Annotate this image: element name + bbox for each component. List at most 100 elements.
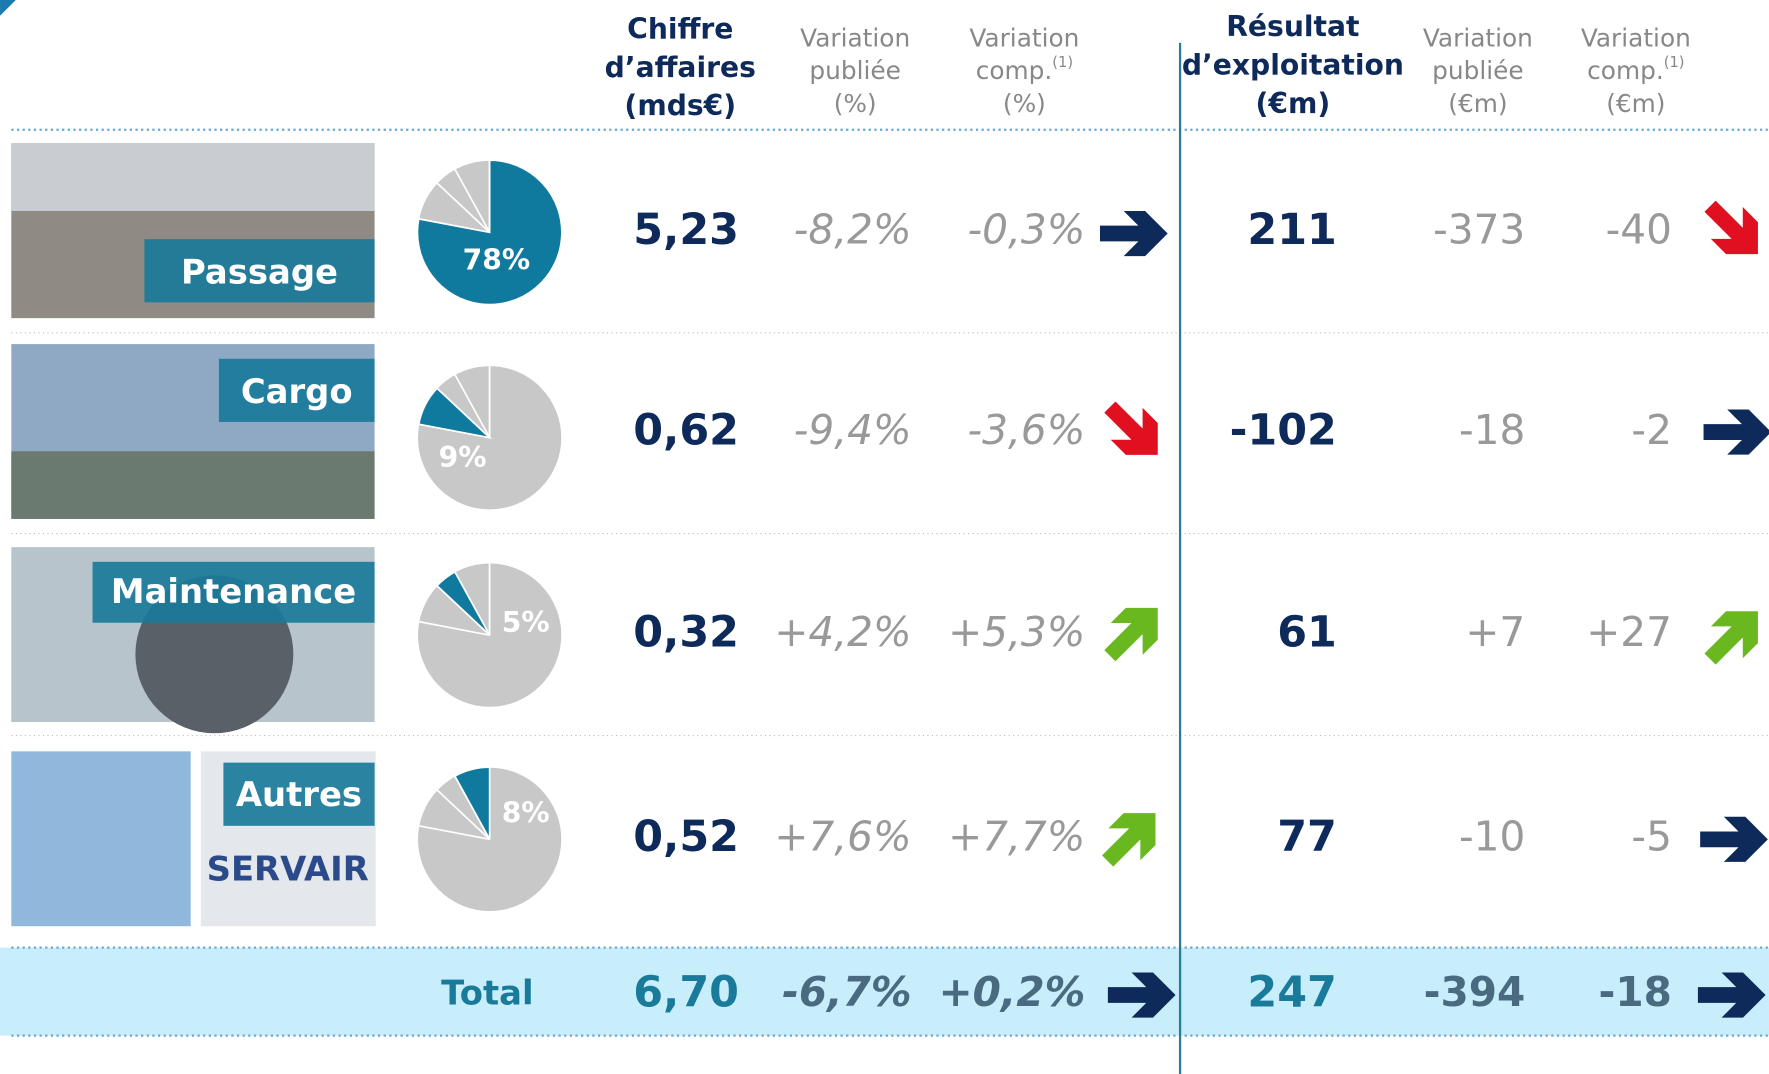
pie-divider bbox=[418, 620, 490, 636]
pie-wedge bbox=[416, 159, 563, 306]
cell-value: 5,23 bbox=[633, 205, 739, 255]
cell-value: 61 bbox=[1277, 608, 1337, 658]
cell-value: -102 bbox=[1230, 406, 1337, 456]
header-text: Variation bbox=[1423, 23, 1533, 52]
share-label: 9% bbox=[439, 441, 487, 474]
corner bbox=[0, 0, 16, 16]
pie-divider bbox=[436, 789, 491, 840]
arrow bbox=[1694, 190, 1769, 271]
header-line: comp. bbox=[1587, 56, 1664, 85]
header-line: d’exploitation bbox=[1182, 49, 1404, 82]
header-text: publiée bbox=[809, 56, 901, 85]
segment-name: Autres bbox=[236, 775, 362, 814]
pie-divider bbox=[454, 168, 491, 233]
cell-value: -3,6% bbox=[967, 406, 1085, 454]
arrow bbox=[1093, 591, 1174, 672]
cell-value: -10 bbox=[1459, 812, 1525, 860]
cell-value: +5,3% bbox=[948, 608, 1085, 656]
header-text: comp.(1) bbox=[1587, 54, 1684, 85]
pie-wedge bbox=[453, 766, 491, 840]
header-line: Variation bbox=[969, 23, 1079, 52]
cell-value: -18 bbox=[1459, 406, 1525, 454]
header-line: Chiffre bbox=[627, 12, 733, 45]
arrow bbox=[1093, 391, 1174, 471]
share-label: 78% bbox=[463, 244, 530, 277]
header-text: d’affaires bbox=[605, 51, 756, 84]
cell-value: -9,4% bbox=[794, 406, 912, 454]
cell-value: 211 bbox=[1247, 205, 1336, 255]
name-tag bbox=[92, 561, 375, 623]
arrow bbox=[1091, 797, 1172, 877]
cell-value: +0,2% bbox=[939, 968, 1086, 1016]
arrow bbox=[1700, 816, 1768, 862]
total-name: Total bbox=[441, 974, 533, 1013]
header-text: (mds€) bbox=[624, 89, 736, 122]
photo-text: SERVAIR bbox=[207, 849, 369, 888]
cell-value: -18 bbox=[1599, 968, 1672, 1016]
header-text: Variation bbox=[1581, 23, 1691, 52]
cell-value: -40 bbox=[1606, 205, 1672, 253]
cell-value: +7,7% bbox=[948, 812, 1085, 860]
header-text: publiée bbox=[1432, 56, 1524, 85]
header-text: Résultat bbox=[1226, 10, 1359, 43]
footnote-mark: (1) bbox=[1664, 54, 1685, 71]
header-line: Résultat bbox=[1226, 10, 1359, 43]
cell-value: 0,62 bbox=[633, 406, 739, 456]
cell-value: -6,7% bbox=[782, 968, 911, 1016]
header-line: (€m) bbox=[1256, 87, 1331, 120]
header-text: Chiffre bbox=[627, 12, 733, 45]
header-unit: (€m) bbox=[1448, 89, 1507, 118]
header-unit: (%) bbox=[834, 89, 877, 118]
header-line: Variation bbox=[1423, 23, 1533, 52]
header-text: d’exploitation bbox=[1182, 49, 1404, 82]
segment-name: Passage bbox=[181, 253, 338, 292]
header-text: Variation bbox=[800, 23, 910, 52]
cell-value: 0,32 bbox=[633, 608, 739, 658]
cell-value: 0,52 bbox=[633, 812, 739, 862]
footnote-mark: (1) bbox=[1052, 54, 1073, 71]
segment-name: Cargo bbox=[241, 372, 353, 411]
total-band bbox=[0, 947, 1769, 1036]
cell-value: -394 bbox=[1424, 968, 1526, 1016]
name-tag bbox=[223, 762, 375, 826]
cell-value: +7,6% bbox=[774, 812, 911, 860]
header-line: Variation bbox=[800, 23, 910, 52]
cell-value: -5 bbox=[1631, 812, 1672, 860]
cell-value: -0,3% bbox=[967, 205, 1085, 253]
arrow bbox=[1099, 210, 1168, 257]
cell-value: -8,2% bbox=[794, 205, 912, 253]
header-line: Variation bbox=[1581, 23, 1691, 52]
pie-divider bbox=[454, 374, 491, 439]
cell-value: 77 bbox=[1277, 812, 1337, 862]
share-label: 8% bbox=[502, 797, 550, 830]
photo bbox=[11, 143, 375, 211]
name-tag bbox=[144, 239, 375, 303]
photo bbox=[11, 751, 191, 927]
cell-value: 247 bbox=[1247, 968, 1336, 1018]
cell-value: +7 bbox=[1465, 608, 1525, 656]
arrow bbox=[1703, 409, 1769, 455]
pie-wedge bbox=[435, 570, 491, 636]
pie-wedge bbox=[417, 387, 493, 440]
photo bbox=[11, 451, 375, 519]
header-text: (€m) bbox=[1256, 87, 1331, 120]
header-line: publiée bbox=[809, 56, 901, 85]
header-unit: (€m) bbox=[1606, 89, 1665, 118]
header-text: comp.(1) bbox=[976, 54, 1073, 85]
cell-value: +27 bbox=[1586, 608, 1672, 656]
header-line: d’affaires bbox=[605, 51, 756, 84]
cell-value: -373 bbox=[1433, 205, 1525, 253]
share-label: 5% bbox=[502, 606, 550, 639]
segment-name: Maintenance bbox=[111, 572, 356, 611]
name-tag bbox=[218, 358, 375, 422]
cell-value: +4,2% bbox=[774, 608, 911, 656]
pie-divider bbox=[436, 182, 491, 234]
pie-divider bbox=[418, 824, 490, 841]
header-unit: (%) bbox=[1003, 89, 1046, 118]
arrow bbox=[1694, 595, 1769, 676]
arrows bbox=[1091, 190, 1769, 1018]
header-line: publiée bbox=[1432, 56, 1524, 85]
cell-value: -2 bbox=[1631, 406, 1672, 454]
header-text: Variation bbox=[969, 23, 1079, 52]
